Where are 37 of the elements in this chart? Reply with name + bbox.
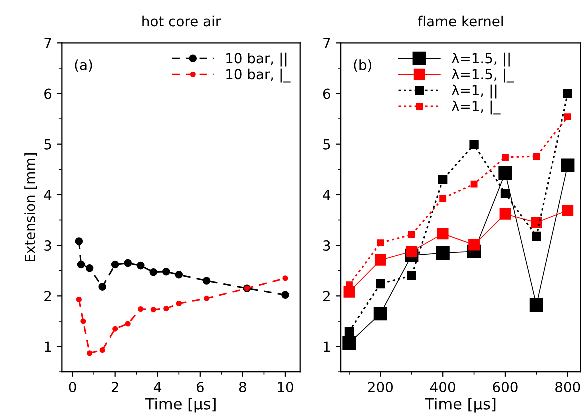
x-tick-label: 10 — [278, 382, 294, 393]
legend-label: λ=1, |_ — [452, 100, 501, 115]
x-axis-title: Time [µs] — [425, 398, 496, 413]
y-tick-label: 1 — [45, 342, 52, 352]
y-tick-label: 2 — [324, 291, 330, 302]
y-tick-label: 7 — [324, 38, 330, 48]
x-tick-label: 4 — [154, 382, 162, 392]
legend-label: 10 bar, |_ — [226, 68, 291, 83]
chart-title: hot core air — [142, 16, 222, 27]
y-tick-label: 3 — [324, 240, 330, 252]
y-tick-label: 3 — [44, 240, 52, 252]
y-tick-label: 5 — [324, 140, 330, 150]
annotation: (a) — [75, 60, 92, 72]
x-tick-label: 200 — [368, 382, 394, 393]
y-axis-title: Extension [mm] — [24, 154, 37, 262]
y-tick-label: 2 — [44, 291, 52, 302]
annotation: (b) — [354, 60, 372, 72]
legend-label: λ=1.5, || — [452, 52, 510, 67]
y-tick-label: 5 — [44, 140, 52, 150]
x-tick-label: 800 — [556, 382, 580, 393]
x-tick-label: 0 — [69, 382, 76, 393]
x-tick-label: 6 — [196, 382, 204, 393]
x-tick-label: 600 — [493, 382, 518, 393]
chart-title: flame kernel — [418, 16, 503, 27]
legend-label: λ=1.5, |_ — [452, 68, 514, 83]
x-tick-label: 400 — [430, 382, 456, 393]
x-tick-label: 8 — [239, 382, 246, 393]
y-tick-label: 4 — [323, 190, 331, 200]
y-tick-label: 4 — [44, 190, 52, 200]
legend-label: λ=1, || — [452, 84, 497, 99]
y-tick-label: 6 — [323, 88, 330, 100]
legend-label: 10 bar, || — [226, 52, 287, 67]
x-tick-label: 2 — [112, 382, 118, 392]
y-tick-label: 7 — [44, 38, 52, 48]
y-tick-label: 1 — [324, 342, 330, 352]
x-axis-title: Time [µs] — [145, 398, 216, 413]
y-tick-label: 6 — [44, 88, 52, 100]
